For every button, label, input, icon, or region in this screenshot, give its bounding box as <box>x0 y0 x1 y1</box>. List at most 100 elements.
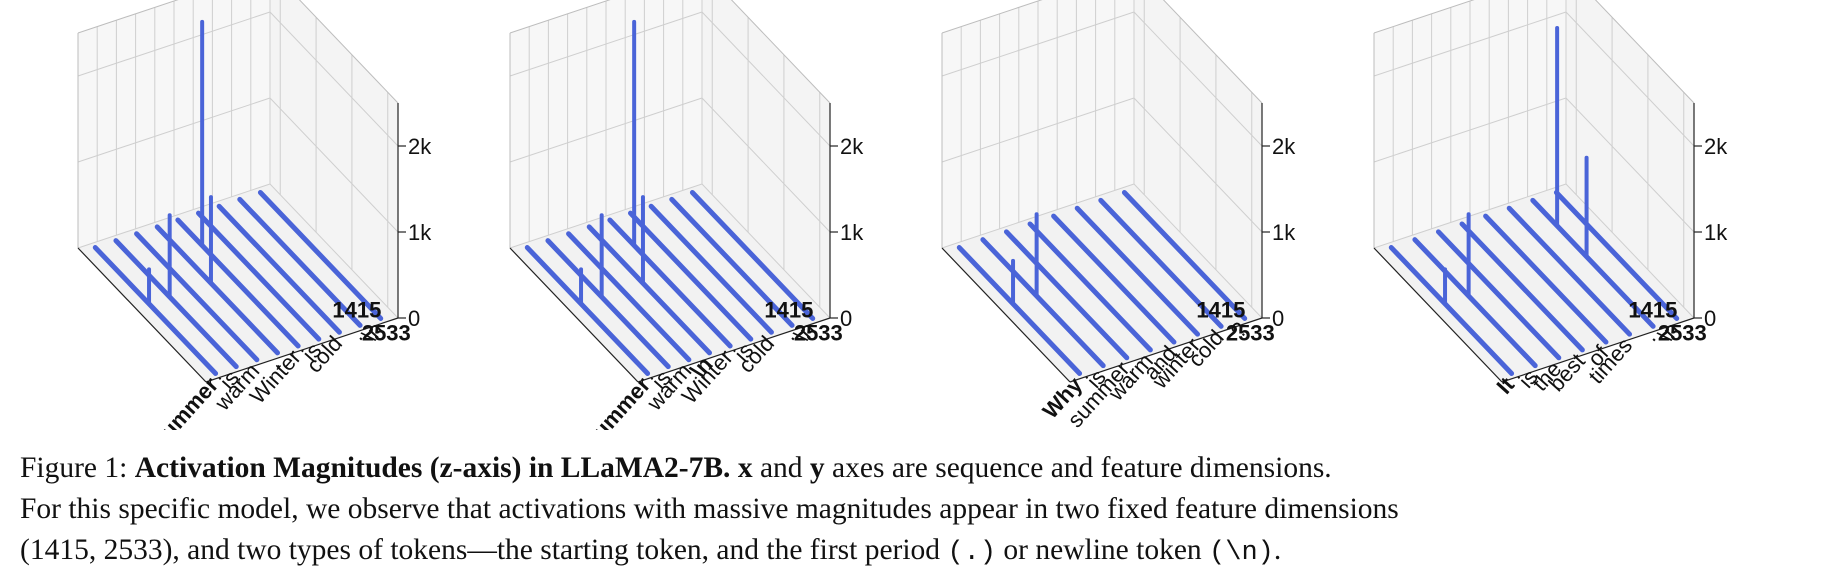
feature-tick-label: 1415 <box>764 298 813 323</box>
token-row-line <box>195 210 322 342</box>
token-row-line <box>237 196 363 328</box>
zgrid-side-line <box>1133 97 1263 233</box>
zgrid-back-line <box>509 11 703 77</box>
caption-line-2: For this specific model, we observe that… <box>20 493 1399 525</box>
feature-tick-label: 2533 <box>1658 321 1707 346</box>
z-tick-label: 0 <box>408 306 420 331</box>
feature-tick-label: 1415 <box>1628 298 1677 323</box>
plot-panel-3: 01k2k14152533Whyissummerwarmandwintercol… <box>941 0 1296 430</box>
token-row-line <box>648 203 774 335</box>
token-row-line <box>980 237 1106 369</box>
pane-edge <box>509 0 611 34</box>
feature-tick-label: 2533 <box>362 321 411 346</box>
pane-edge <box>1373 0 1475 34</box>
zgrid-side-line <box>701 183 831 319</box>
z-tick-label: 1k <box>408 220 432 245</box>
token-row-line <box>1553 190 1680 321</box>
zgrid-side-line <box>269 183 399 319</box>
z-tick-label: 2k <box>408 134 432 159</box>
figure-caption: Figure 1: Activation Magnitudes (z-axis)… <box>20 448 1820 574</box>
zgrid-side-line <box>269 97 399 233</box>
zgrid-back-line <box>941 97 1135 163</box>
token-row-line <box>134 231 260 363</box>
token-row-line <box>92 245 219 376</box>
side-pane <box>270 0 398 318</box>
plot-panel-1: 01k2k14152533Summeriswarm.Winteriscold.\… <box>77 0 432 430</box>
pane-edge <box>1594 0 1695 104</box>
zgrid-back-line <box>77 11 271 77</box>
caption-x: x <box>737 452 753 484</box>
activation-3d-plots: 01k2k14152533Summeriswarm.Winteriscold.\… <box>77 0 1728 430</box>
caption-y: y <box>809 452 825 484</box>
z-tick-label: 1k <box>840 220 864 245</box>
token-row-line <box>669 196 795 328</box>
z-tick-label: 1k <box>1272 220 1296 245</box>
caption-line-1: Figure 1: Activation Magnitudes (z-axis)… <box>20 448 1820 489</box>
zgrid-back-line <box>509 97 703 163</box>
token-row-line <box>1027 221 1153 353</box>
zgrid-side-line <box>701 11 831 147</box>
zgrid-back-line <box>509 183 703 249</box>
zgrid-side-line <box>701 97 831 233</box>
caption-period-code: (.) <box>947 538 997 568</box>
y-axis-line <box>205 317 399 383</box>
token-row-line <box>1506 205 1633 337</box>
caption-and: and <box>752 452 810 484</box>
figure-plots: 0 1k 2k 1415 2533 Summer is warm. Winter is cold. \… <box>77 0 1728 430</box>
z-tick-label: 2k <box>1704 134 1728 159</box>
zgrid-side-line <box>269 11 399 147</box>
token-row-line <box>627 210 754 342</box>
token-row-line <box>1459 221 1585 353</box>
token-row-line <box>956 245 1083 376</box>
feature-tick-label: 1415 <box>332 298 381 323</box>
z-tick-label: 0 <box>1272 306 1284 331</box>
token-row-line <box>216 203 342 335</box>
x-axis-line <box>941 247 1071 383</box>
z-tick-label: 2k <box>1272 134 1296 159</box>
caption-line3-a: (1415, 2533), and two types of tokens—th… <box>20 534 948 566</box>
caption-line1-rest: axes are sequence and feature dimensions… <box>824 452 1332 484</box>
pane-edge <box>941 0 1043 34</box>
token-row-line <box>1483 213 1609 345</box>
token-row-line <box>1074 205 1201 337</box>
feature-tick-label: 1415 <box>1196 298 1245 323</box>
z-tick-label: 0 <box>1704 306 1716 331</box>
y-axis-line <box>1501 317 1695 383</box>
side-pane <box>1134 0 1262 318</box>
token-row-line <box>524 245 651 376</box>
floor-pane <box>942 184 1262 382</box>
token-row-line <box>113 238 239 370</box>
token-row-line <box>257 190 384 321</box>
y-axis-line <box>1069 317 1263 383</box>
zgrid-side-line <box>1565 97 1695 233</box>
side-pane <box>702 0 830 318</box>
x-axis-line <box>1373 247 1503 383</box>
pane-edge <box>730 0 831 104</box>
caption-line3-c: . <box>1273 534 1282 566</box>
token-row-line <box>175 217 301 349</box>
pane-edge <box>1162 0 1263 104</box>
token-row-line <box>689 190 816 321</box>
token-row-line <box>586 224 713 356</box>
feature-tick-label: 2533 <box>794 321 843 346</box>
caption-line-3: (1415, 2533), and two types of tokens—th… <box>20 530 1820 574</box>
token-row-line <box>1098 197 1224 329</box>
feature-tick-label: 2533 <box>1226 321 1275 346</box>
token-row-line <box>1412 237 1538 369</box>
caption-newline-code: (\n) <box>1209 538 1274 568</box>
caption-prefix: Figure 1: <box>20 452 135 484</box>
caption-title: Activation Magnitudes (z-axis) in LLaMA2… <box>134 452 731 484</box>
token-row-line <box>1121 190 1248 321</box>
token-row-line <box>545 238 671 370</box>
zgrid-back-line <box>1373 11 1567 77</box>
pane-edge <box>298 0 399 104</box>
zgrid-back-line <box>941 11 1135 77</box>
pane-edge <box>77 0 179 34</box>
token-row-line <box>566 231 692 363</box>
plot-panel-2: 01k2k14152533Summeriswarm\nWinteriscold.… <box>509 0 864 430</box>
zgrid-side-line <box>1133 183 1263 319</box>
floor-pane <box>1374 184 1694 382</box>
zgrid-side-line <box>1133 11 1263 147</box>
token-row-line <box>154 224 281 356</box>
